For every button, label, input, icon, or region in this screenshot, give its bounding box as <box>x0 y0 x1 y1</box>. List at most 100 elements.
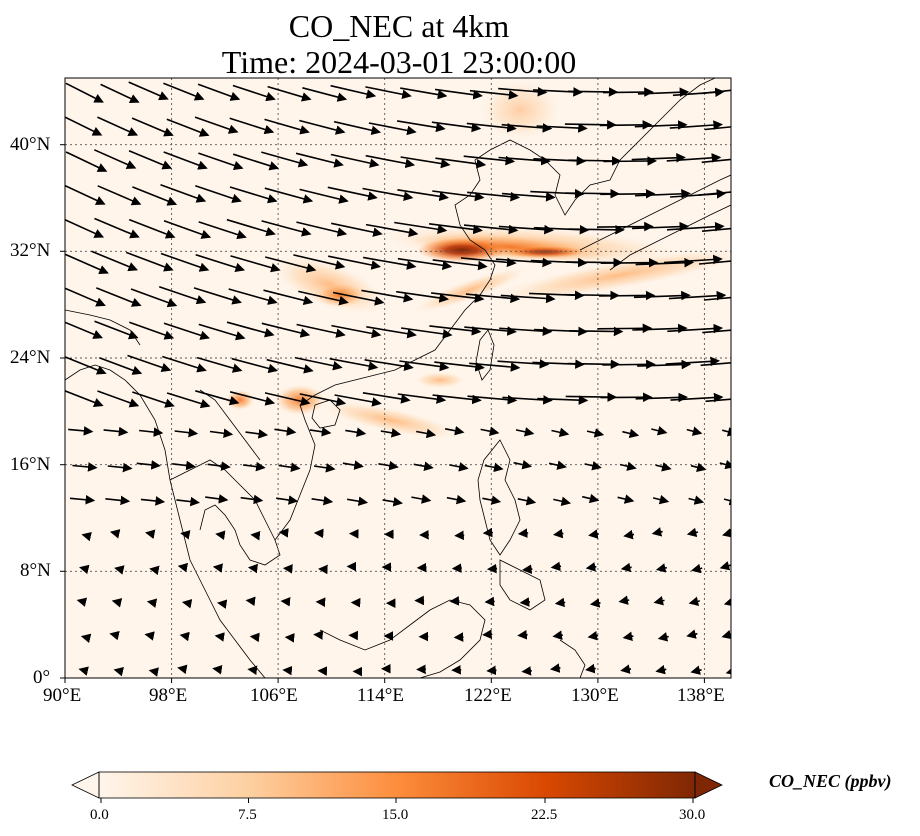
wind-arrow <box>332 291 385 306</box>
wind-arrow <box>620 664 632 674</box>
wind-arrow <box>466 122 517 133</box>
wind-arrow <box>162 355 207 373</box>
wind-arrow <box>228 288 278 305</box>
wind-arrow <box>651 426 668 436</box>
wind-arrow <box>521 666 532 676</box>
plume-south-band <box>321 401 459 439</box>
wind-arrow <box>413 461 434 471</box>
wind-arrow <box>554 597 566 608</box>
wind-arrow <box>550 561 562 572</box>
wind-arrow <box>365 86 412 100</box>
wind-arrow <box>282 665 293 676</box>
wind-arrow <box>247 665 258 675</box>
wind-arrow <box>550 663 561 673</box>
wind-arrow <box>163 82 205 101</box>
wind-arrow <box>382 497 403 507</box>
wind-arrow <box>299 119 346 135</box>
wind-arrow <box>266 358 314 374</box>
wind-arrow <box>632 323 688 334</box>
wind-arrow <box>264 118 310 135</box>
wind-arrow <box>296 323 346 338</box>
wind-arrow <box>397 257 453 271</box>
plume-north <box>480 80 560 140</box>
wind-arrow <box>665 356 720 367</box>
wind-arrow <box>361 289 414 303</box>
wind-arrow <box>136 460 161 470</box>
wind-arrow <box>309 426 332 437</box>
plume-guangdong <box>415 372 465 388</box>
wind-arrow <box>686 527 699 538</box>
wind-arrow <box>400 156 451 169</box>
wind-arrow <box>107 462 133 473</box>
wind-arrow <box>486 665 497 676</box>
wind-arrow <box>313 463 336 473</box>
wind-arrow <box>334 394 382 407</box>
wind-arrow <box>80 633 92 643</box>
wind-arrow <box>231 357 279 374</box>
wind-arrow <box>467 191 521 202</box>
wind-arrow <box>725 666 731 676</box>
wind-arrow <box>686 629 698 639</box>
wind-arrow <box>229 186 278 204</box>
wind-arrow <box>429 325 482 336</box>
wind-arrow <box>132 186 178 206</box>
wind-arrow <box>311 495 334 506</box>
wind-arrow <box>97 390 140 408</box>
wind-arrow <box>622 428 640 439</box>
ytick-label: 8°N <box>20 560 51 581</box>
border-laos <box>199 389 261 461</box>
wind-arrow <box>380 428 402 438</box>
wind-arrow <box>397 189 449 202</box>
wind-arrow <box>469 362 521 372</box>
xtick-label: 122°E <box>464 685 512 706</box>
wind-arrow <box>198 323 246 341</box>
wind-arrow <box>701 89 731 95</box>
wind-arrow <box>267 85 312 102</box>
wind-arrow <box>666 153 722 163</box>
wind-arrow <box>399 360 450 372</box>
wind-arrow <box>364 359 414 372</box>
wind-arrow <box>669 120 723 130</box>
wind-arrow <box>657 632 669 642</box>
wind-arrow <box>128 150 173 170</box>
wind-arrow <box>585 663 596 674</box>
colorbar-extend-max <box>694 771 723 799</box>
wind-arrow <box>245 596 256 607</box>
wind-arrow <box>100 83 140 103</box>
wind-arrow <box>207 461 231 471</box>
wind-arrow <box>585 562 597 572</box>
wind-arrow <box>65 390 104 407</box>
wind-arrow <box>411 494 432 504</box>
wind-arrow <box>94 320 139 340</box>
wind-arrow <box>378 460 399 471</box>
wind-arrow <box>663 254 723 265</box>
colorbar <box>71 771 723 803</box>
wind-arrow <box>634 120 688 130</box>
wind-arrow <box>264 392 311 406</box>
wind-arrow <box>513 459 532 470</box>
wind-arrow <box>480 426 500 436</box>
wind-arrow <box>633 290 691 301</box>
ytick-label: 24°N <box>10 347 51 368</box>
wind-arrow <box>623 529 635 540</box>
wind-arrow <box>515 427 535 437</box>
wind-arrow <box>242 461 266 472</box>
wind-arrow <box>500 293 556 304</box>
wind-arrow <box>140 496 166 506</box>
wind-arrow <box>226 321 275 338</box>
wind-arrow <box>597 323 653 334</box>
wind-arrow <box>193 287 242 305</box>
wind-arrow <box>551 427 570 438</box>
colorbar-tick-label: 15.0 <box>382 807 409 823</box>
wind-arrow <box>482 629 493 640</box>
wind-arrow <box>705 398 731 403</box>
wind-arrow <box>698 260 731 265</box>
wind-arrow <box>463 155 516 166</box>
wind-arrow <box>94 217 140 239</box>
wind-arrow <box>230 255 281 273</box>
wind-arrow <box>195 185 242 203</box>
wind-arrow <box>81 531 92 542</box>
wind-arrow <box>568 224 625 235</box>
wind-arrow <box>65 356 107 375</box>
wind-arrow <box>93 149 137 169</box>
